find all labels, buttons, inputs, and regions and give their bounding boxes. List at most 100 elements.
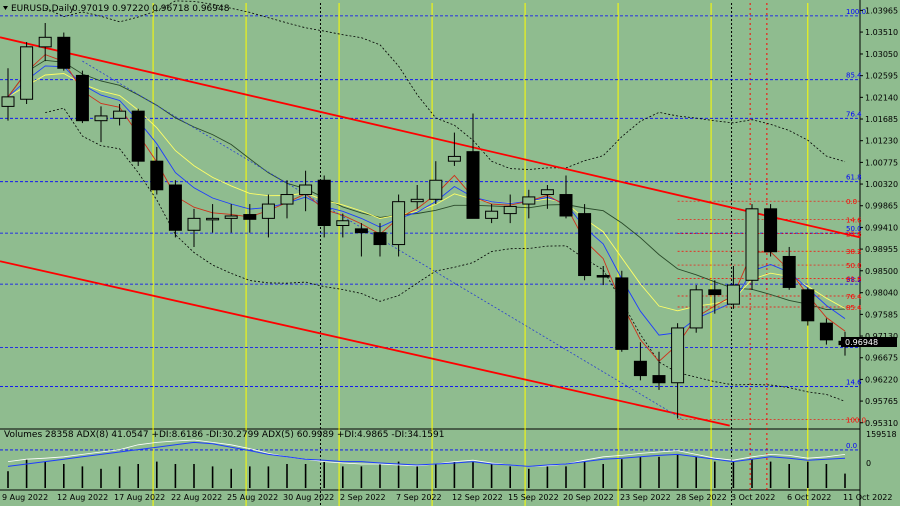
x-tick-label: 11 Oct 2022 <box>843 493 892 502</box>
x-tick-label: 20 Sep 2022 <box>563 493 614 502</box>
ma-slow-line <box>7 59 846 310</box>
candle-body <box>299 184 313 196</box>
ohlc-readout: 0.97019 0.97220 0.96718 0.96948 <box>72 4 230 14</box>
blue-fib-label: 85.4 <box>846 72 862 80</box>
y-tick-label: 0.95765 <box>865 397 898 406</box>
red-fib-label: 85.4 <box>846 304 862 312</box>
candle <box>20 42 34 105</box>
y-tick-label: 0.97585 <box>865 310 898 319</box>
candle <box>578 204 592 281</box>
candle-body <box>243 214 257 220</box>
candle-body <box>20 46 34 100</box>
symbol-label: EURUSD,Daily <box>11 4 75 14</box>
adx-blue-line <box>7 441 846 467</box>
x-tick-label: 17 Aug 2022 <box>114 493 165 502</box>
y-tick-label: 1.02595 <box>865 72 898 81</box>
x-tick-label: 12 Sep 2022 <box>452 493 503 502</box>
y-tick-label: 0.97130 <box>865 332 898 341</box>
candle-body <box>726 284 740 305</box>
candle-body <box>429 179 443 200</box>
candle-body <box>1 96 15 107</box>
candle <box>187 208 201 247</box>
y-tick-label: 1.01685 <box>865 115 898 124</box>
x-tick-label: 15 Sep 2022 <box>508 493 559 502</box>
bollinger-lower <box>45 107 846 402</box>
candle-body <box>764 208 778 253</box>
candle-body <box>410 198 424 203</box>
current-price-badge: 0.96948 <box>845 338 878 347</box>
channel-upper-line <box>0 36 861 239</box>
x-tick-label: 12 Aug 2022 <box>57 493 108 502</box>
candle <box>503 194 517 224</box>
blue-fib-label: 76.4 <box>846 110 862 118</box>
red-fib-label: 50.0 <box>846 262 862 270</box>
candle <box>652 351 666 390</box>
candle-body <box>336 220 350 227</box>
candle <box>57 32 71 71</box>
y-tick-label: 1.03965 <box>865 6 898 15</box>
x-tick-label: 22 Aug 2022 <box>171 493 222 502</box>
candle-body <box>596 275 610 278</box>
blue-fib-label: 50.0 <box>846 225 862 233</box>
ma-blue-line <box>7 65 846 336</box>
candle <box>94 106 108 143</box>
x-tick-label: 30 Aug 2022 <box>283 493 334 502</box>
candle <box>819 318 833 345</box>
x-tick-label: 28 Sep 2022 <box>676 493 727 502</box>
volume-scale-top: 159518 <box>866 430 897 439</box>
candle <box>615 270 629 352</box>
y-tick-label: 0.99410 <box>865 223 898 232</box>
candle-body <box>819 322 833 341</box>
candle-body <box>708 289 722 296</box>
candle <box>429 161 443 205</box>
candle <box>708 280 722 314</box>
candle-body <box>578 213 592 277</box>
red-fib-label: 61.8 <box>846 275 862 283</box>
dropdown-triangle-icon[interactable] <box>3 6 8 10</box>
x-tick-label: 9 Aug 2022 <box>2 493 48 502</box>
y-tick-label: 0.96675 <box>865 354 898 363</box>
blue-fib-label: 61.8 <box>846 174 862 182</box>
candlesticks <box>1 23 852 419</box>
y-tick-label: 0.98500 <box>865 267 898 276</box>
candle <box>373 223 387 257</box>
candle <box>485 204 499 224</box>
red-fib-label: 76.4 <box>846 293 862 301</box>
volume-panel <box>7 439 846 488</box>
candle <box>689 285 703 333</box>
blue-fib-label: 100.0 <box>846 8 866 16</box>
y-tick-label: 0.98040 <box>865 289 898 298</box>
candle <box>280 180 294 219</box>
y-tick-label: 0.99865 <box>865 202 898 211</box>
x-tick-label: 23 Sep 2022 <box>620 493 671 502</box>
candle <box>150 146 164 195</box>
candle-body <box>57 36 71 69</box>
candle-body <box>187 217 201 231</box>
x-tick-label: 25 Aug 2022 <box>227 493 278 502</box>
candle <box>447 132 461 166</box>
candle <box>317 175 331 238</box>
candle <box>113 104 127 126</box>
price-axis: 1.03965 1.03510 1.03050 1.02595 1.02140 1.016… <box>860 6 898 428</box>
ma-yellow-line <box>7 73 846 312</box>
candle-body <box>559 194 573 217</box>
candle <box>336 213 350 238</box>
candle <box>466 113 480 219</box>
candle-body <box>801 289 815 322</box>
candle-body <box>317 179 331 227</box>
volume-indicator-label: Volumes 28358 ADX(8) 41.0547 +DI:8.6186 … <box>4 430 444 440</box>
candle-body <box>485 210 499 219</box>
candle <box>522 189 536 219</box>
blue-fib-label: 38.2 <box>846 276 862 284</box>
fibonacci-levels: 100.0 85.4 76.4 61.8 50.0 38.2 23.6 14.6 0.0 0.0 1… <box>0 8 866 451</box>
y-tick-label: 0.98955 <box>865 245 898 254</box>
candle-body <box>671 327 685 384</box>
candle <box>764 204 778 257</box>
candle-body <box>522 196 536 205</box>
candle <box>75 70 89 124</box>
bollinger-upper <box>45 0 846 170</box>
y-tick-label: 0.96220 <box>865 375 898 384</box>
candle <box>261 194 275 238</box>
candle <box>206 204 220 233</box>
